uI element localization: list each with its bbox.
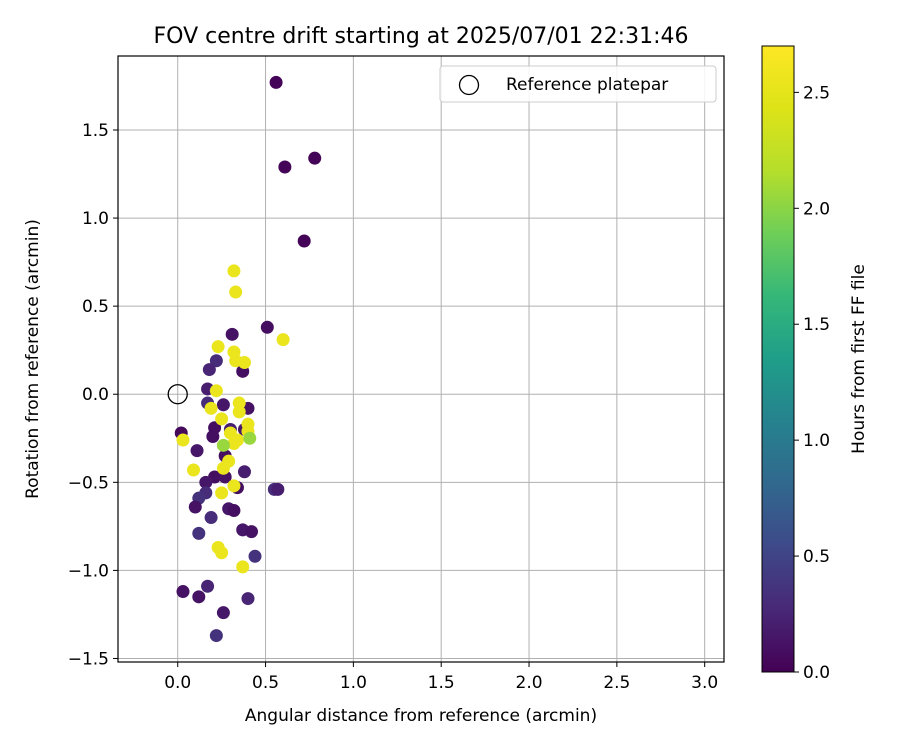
- scatter-point: [271, 482, 285, 496]
- colorbar: [761, 45, 795, 673]
- scatter-point: [204, 511, 218, 525]
- scatter-points: [174, 75, 322, 643]
- scatter-point: [209, 629, 223, 643]
- legend-entry-reference-platepar: Reference platepar: [506, 75, 668, 95]
- scatter-point: [232, 405, 246, 419]
- scatter-point: [237, 465, 251, 479]
- scatter-point: [216, 398, 230, 412]
- scatter-point: [215, 546, 229, 560]
- chart-title: FOV centre drift starting at 2025/07/01 …: [154, 24, 689, 49]
- colorbar-tick-label: 2.5: [803, 83, 830, 103]
- scatter-point: [215, 412, 229, 426]
- scatter-point: [308, 151, 322, 165]
- scatter-point: [199, 475, 213, 489]
- scatter-point: [192, 526, 206, 540]
- scatter-point: [190, 444, 204, 458]
- legend-marker: [458, 74, 480, 96]
- scatter-point: [188, 500, 202, 514]
- x-tick-label: 1.5: [428, 673, 455, 693]
- y-axis-label: Rotation from reference (arcmin): [23, 219, 43, 499]
- colorbar-tick-label: 1.0: [803, 431, 830, 451]
- scatter-point: [211, 340, 225, 354]
- plot-frame: [117, 55, 725, 663]
- scatter-point: [187, 463, 201, 477]
- x-tick-label: 0.0: [164, 673, 191, 693]
- scatter-point: [206, 430, 220, 444]
- y-tick-label: −0.5: [68, 473, 109, 493]
- x-tick-label: 0.5: [252, 673, 279, 693]
- scatter-point: [229, 285, 243, 299]
- scatter-point: [209, 354, 223, 368]
- scatter-point: [192, 590, 206, 604]
- scatter-point: [237, 356, 251, 370]
- x-axis-label: Angular distance from reference (arcmin): [245, 706, 597, 726]
- x-tick-label: 3.0: [691, 673, 718, 693]
- y-tick-label: 0.5: [82, 297, 109, 317]
- y-tick-label: 1.5: [82, 121, 109, 141]
- legend: Reference platepar: [439, 65, 717, 103]
- scatter-point: [243, 431, 257, 445]
- y-tick-label: −1.5: [68, 649, 109, 669]
- scatter-point: [201, 579, 215, 593]
- scatter-point: [176, 585, 190, 599]
- scatter-point: [269, 75, 283, 89]
- scatter-point: [227, 437, 241, 451]
- scatter-point: [216, 438, 230, 452]
- y-tick-label: 1.0: [82, 209, 109, 229]
- scatter-point: [215, 486, 229, 500]
- y-tick-label: −1.0: [68, 561, 109, 581]
- grid-lines: [118, 56, 724, 662]
- colorbar-tick-label: 0.0: [803, 663, 830, 683]
- y-tick-label: 0.0: [82, 385, 109, 405]
- x-tick-label: 2.5: [603, 673, 630, 693]
- colorbar-ticks: 0.0 0.5 1.0 1.5 2.0 2.5: [794, 83, 830, 683]
- scatter-point: [236, 560, 250, 574]
- reference-platepar-marker: [167, 384, 188, 405]
- colorbar-tick-label: 0.5: [803, 547, 830, 567]
- reference-point: [167, 384, 188, 405]
- scatter-point: [216, 606, 230, 620]
- scatter-point: [209, 384, 223, 398]
- x-axis-ticks: 0.0 0.5 1.0 1.5 2.0 2.5 3.0: [164, 662, 718, 693]
- scatter-point: [204, 401, 218, 415]
- colorbar-tick-label: 1.5: [803, 315, 830, 335]
- x-tick-label: 1.0: [340, 673, 367, 693]
- y-axis-ticks: −1.5 −1.0 −0.5 0.0 0.5 1.0 1.5: [68, 121, 118, 669]
- scatter-point: [278, 160, 292, 174]
- scatter-point: [241, 592, 255, 606]
- scatter-point: [248, 549, 262, 563]
- colorbar-tick-label: 2.0: [803, 199, 830, 219]
- scatter-point: [227, 264, 241, 278]
- scatter-point: [227, 504, 241, 517]
- legend-box: [439, 65, 717, 103]
- scatter-point: [276, 333, 290, 347]
- scatter-point: [202, 363, 216, 377]
- x-tick-label: 2.0: [516, 673, 543, 693]
- scatter-point: [216, 461, 230, 475]
- scatter-point: [176, 433, 190, 447]
- scatter-point: [225, 327, 239, 341]
- colorbar-label: Hours from first FF file: [849, 264, 869, 454]
- scatter-point: [297, 234, 311, 248]
- scatter-point: [260, 320, 274, 334]
- scatter-point: [227, 479, 241, 493]
- scatter-point: [244, 525, 258, 539]
